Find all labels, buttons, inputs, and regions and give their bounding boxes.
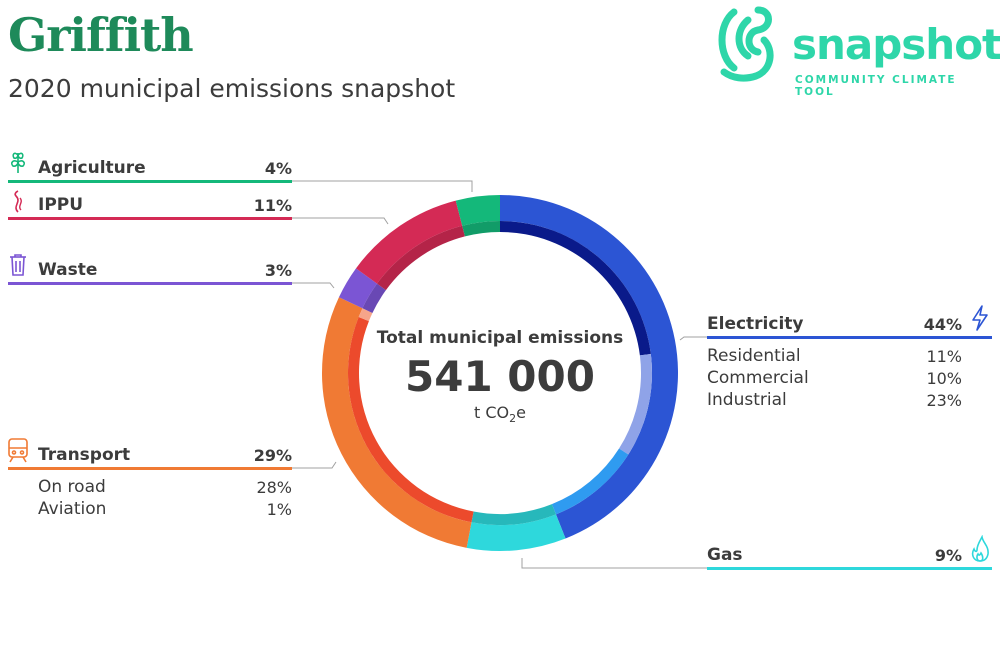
ippu-rule <box>8 217 292 220</box>
electricity-sub-label: Commercial <box>707 368 809 388</box>
train-icon <box>8 438 28 463</box>
electricity-sub-percent: 11% <box>926 347 962 366</box>
ippu-percent: 11% <box>253 196 292 215</box>
leader-electricity <box>679 336 707 341</box>
smoke-icon <box>14 190 22 213</box>
electricity-sub-percent: 23% <box>926 391 962 410</box>
donut-segment-agriculture <box>455 195 500 226</box>
donut-subsegment-residential <box>619 353 652 455</box>
donut-subsegment-agriculture <box>462 221 500 237</box>
donut-subsegment-ippu <box>377 225 465 291</box>
donut-subsegment-waste <box>362 283 386 313</box>
electricity-label: Electricity <box>707 314 804 334</box>
ippu-label: IPPU <box>38 195 84 215</box>
leader-waste <box>292 282 335 289</box>
donut-subsegment-commercial <box>551 448 629 515</box>
gas-percent: 9% <box>934 546 962 565</box>
transport-sub-percent: 28% <box>256 478 292 497</box>
gas-label: Gas <box>707 545 743 565</box>
transport-sub-percent: 1% <box>266 500 292 519</box>
leader-ippu <box>292 217 389 225</box>
page-subtitle: 2020 municipal emissions snapshot <box>8 74 456 103</box>
transport-sub-label: On road <box>38 477 106 497</box>
transport-label: Transport <box>38 445 131 465</box>
donut-segment-electricity <box>500 195 679 539</box>
waste-rule <box>8 282 292 285</box>
leader-gas <box>521 558 707 569</box>
donut-segment-waste <box>338 268 378 309</box>
agriculture-label: Agriculture <box>38 158 146 178</box>
donut-subsegment-industrial <box>500 221 651 356</box>
donut-subsegment-aviation <box>358 308 373 322</box>
waste-percent: 3% <box>264 261 292 280</box>
agriculture-rule <box>8 180 292 183</box>
donut-segment-ippu <box>355 200 463 284</box>
transport-rule <box>8 467 292 470</box>
leader-transport <box>292 461 337 469</box>
logo-wordmark: snapshot <box>792 20 1000 69</box>
total-unit: t CO2e <box>474 403 526 426</box>
flame-icon <box>971 535 989 562</box>
city-title: Griffith <box>8 8 194 62</box>
trash-icon <box>10 254 26 276</box>
agriculture-percent: 4% <box>264 159 292 178</box>
electricity-sub-percent: 10% <box>926 369 962 388</box>
electricity-rule <box>707 336 992 339</box>
waste-label: Waste <box>38 260 98 280</box>
transport-sub-label: Aviation <box>38 499 107 519</box>
electricity-sub-label: Residential <box>707 346 801 366</box>
leader-agriculture <box>292 180 473 192</box>
snapshot-logo <box>718 6 774 82</box>
donut-subsegment-gas <box>471 504 556 525</box>
lightning-icon <box>972 305 988 331</box>
electricity-percent: 44% <box>923 315 962 334</box>
leaf-icon <box>11 152 25 173</box>
donut-segment-gas <box>466 514 566 551</box>
total-label: Total municipal emissions <box>376 328 624 348</box>
donut-segment-transport <box>321 297 472 548</box>
total-value: 541 000 <box>405 352 595 401</box>
transport-percent: 29% <box>253 446 292 465</box>
electricity-sub-label: Industrial <box>707 390 787 410</box>
donut-subsegment-on-road <box>347 317 474 523</box>
gas-rule <box>707 567 992 570</box>
logo-tagline: COMMUNITY CLIMATE TOOL <box>795 74 957 98</box>
